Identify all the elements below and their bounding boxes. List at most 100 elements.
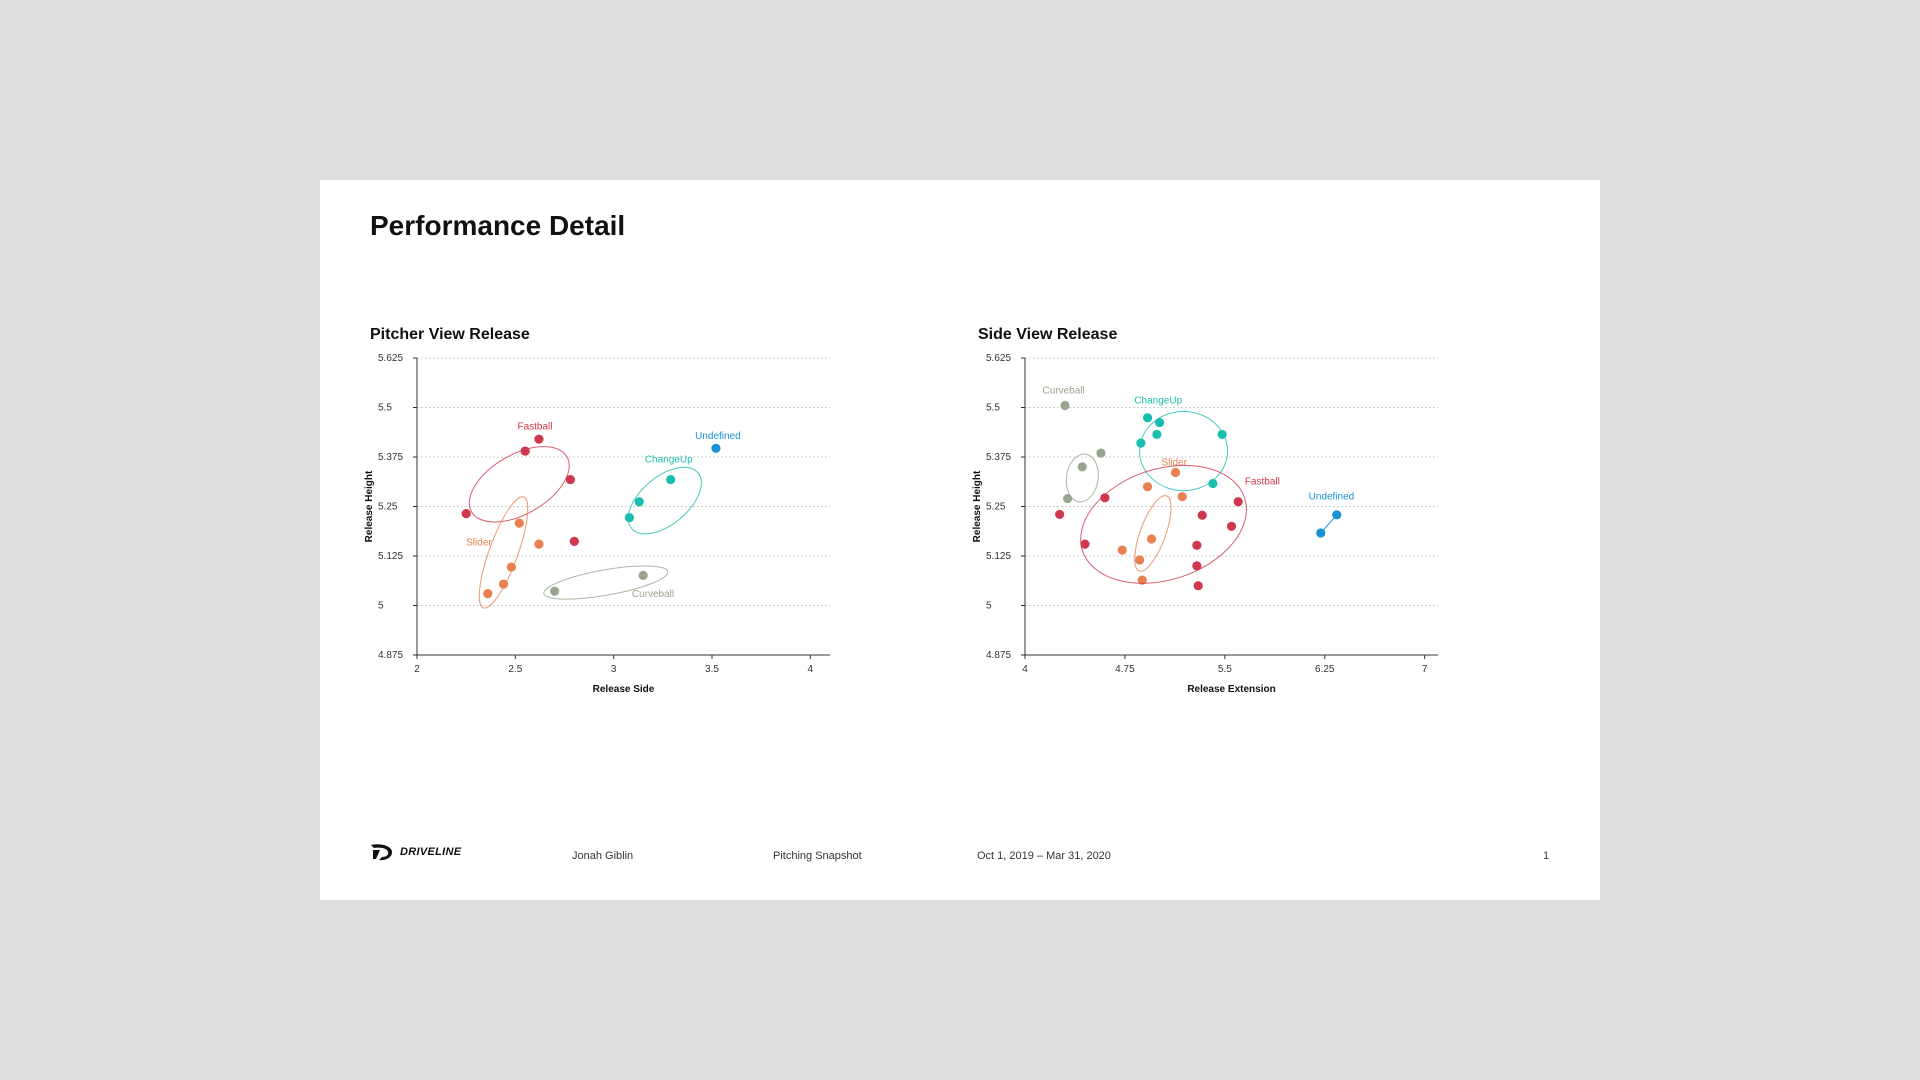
slider-point xyxy=(1146,534,1157,544)
y-tick-label: 5.625 xyxy=(986,353,1011,364)
curveball-label: Curveball xyxy=(632,589,674,600)
x-tick-label: 7 xyxy=(1422,664,1428,675)
fastball-cluster-ellipse xyxy=(1080,464,1247,584)
slider-point xyxy=(534,539,544,549)
slider-label: Slider xyxy=(466,537,492,548)
y-tick-label: 5.5 xyxy=(378,403,392,414)
slider-point xyxy=(1170,467,1181,478)
y-tick-label: 4.875 xyxy=(378,650,403,661)
slider-cluster-ellipse xyxy=(478,496,529,609)
y-tick-label: 5.125 xyxy=(378,551,403,562)
x-tick-label: 4 xyxy=(1022,664,1028,675)
changeup-cluster-ellipse xyxy=(1139,410,1229,492)
y-tick-label: 5.375 xyxy=(986,452,1011,463)
y-axis-title: Release Height xyxy=(972,470,983,542)
x-tick-label: 4 xyxy=(808,664,814,675)
x-tick-label: 3.5 xyxy=(705,664,719,675)
slider-cluster-ellipse xyxy=(1134,495,1172,572)
fastball-point xyxy=(1192,561,1202,571)
x-tick-label: 4.75 xyxy=(1115,664,1135,675)
slider-point xyxy=(1177,492,1187,502)
fastball-point xyxy=(1233,497,1243,507)
undefined-point xyxy=(711,443,721,453)
fastball-point xyxy=(569,536,579,546)
changeup-point xyxy=(1208,478,1218,489)
slider-point xyxy=(1134,555,1145,565)
fastball-point xyxy=(565,474,575,485)
changeup-point xyxy=(634,497,644,507)
changeup-point xyxy=(1142,413,1153,423)
fastball-point xyxy=(1197,510,1207,520)
y-tick-label: 5 xyxy=(378,601,384,612)
undefined-label: Undefined xyxy=(1309,491,1355,502)
pitcher-view-chart-title: Pitcher View Release xyxy=(370,326,530,343)
slider-point xyxy=(498,579,509,589)
y-tick-label: 5.125 xyxy=(986,551,1011,562)
changeup-label: ChangeUp xyxy=(1134,396,1182,407)
side-view-chart-title: Side View Release xyxy=(978,326,1118,343)
x-tick-label: 6.25 xyxy=(1315,664,1335,675)
y-tick-label: 5.5 xyxy=(986,403,1000,414)
changeup-cluster-ellipse xyxy=(627,466,702,535)
fastball-point xyxy=(1192,540,1202,550)
changeup-point xyxy=(1152,429,1162,440)
y-tick-label: 4.875 xyxy=(986,650,1011,661)
changeup-point xyxy=(1136,438,1146,448)
footer-page-number: 1 xyxy=(1543,850,1550,862)
fastball-point xyxy=(1193,581,1203,591)
curveball-point xyxy=(1060,400,1070,411)
fastball-point xyxy=(1226,521,1237,531)
y-tick-label: 5.625 xyxy=(378,353,403,364)
slider-point xyxy=(506,562,516,572)
fastball-point xyxy=(1100,493,1110,503)
slider-point xyxy=(1117,545,1127,555)
curveball-point xyxy=(1077,462,1087,472)
pitcher-view-release-chart: 4.875 5 5.125 5.25 5.375 5.5 5.625 2 2.5 3 3.5 4 Rel… xyxy=(364,353,830,695)
y-tick-label: 5.375 xyxy=(378,452,403,463)
x-tick-label: 5.5 xyxy=(1218,664,1232,675)
changeup-point xyxy=(624,512,634,523)
undefined-point xyxy=(1332,510,1342,520)
driveline-logo: DRIVELINE xyxy=(370,842,461,862)
curveball-point xyxy=(638,570,648,581)
curveball-point xyxy=(1063,493,1073,504)
undefined-label: Undefined xyxy=(695,431,741,442)
fastball-label: Fastball xyxy=(1245,477,1280,488)
x-axis-title: Release Extension xyxy=(1187,684,1275,695)
fastball-label: Fastball xyxy=(517,421,552,432)
x-tick-label: 2.5 xyxy=(508,664,522,675)
fastball-point xyxy=(520,446,530,456)
changeup-point xyxy=(1154,417,1165,428)
fastball-point xyxy=(461,509,471,519)
undefined-point xyxy=(1316,528,1326,538)
slider-point xyxy=(514,518,524,528)
footer-date-range: Oct 1, 2019 – Mar 31, 2020 xyxy=(977,850,1111,862)
x-axis-title: Release Side xyxy=(593,684,655,695)
fastball-point xyxy=(1055,509,1065,520)
side-view-release-chart: 4.875 5 5.125 5.25 5.375 5.5 5.625 4 4.75 5.5 6.25… xyxy=(972,353,1438,695)
report-slide: Performance Detail Pitcher View Release … xyxy=(320,180,1600,900)
x-tick-label: 2 xyxy=(414,664,420,675)
changeup-label: ChangeUp xyxy=(645,455,693,466)
curveball-point xyxy=(1096,448,1106,458)
x-tick-label: 3 xyxy=(611,664,617,675)
curveball-point xyxy=(550,586,560,596)
y-tick-label: 5.25 xyxy=(378,502,398,513)
driveline-logo-icon xyxy=(371,844,393,861)
y-tick-label: 5.25 xyxy=(986,502,1006,513)
slider-label: Slider xyxy=(1161,457,1187,468)
changeup-point xyxy=(666,474,676,485)
fastball-point xyxy=(1080,539,1090,549)
curveball-cluster-ellipse xyxy=(543,565,669,600)
fastball-point xyxy=(534,434,544,444)
page-title: Performance Detail xyxy=(370,210,626,241)
brand-name: DRIVELINE xyxy=(400,846,462,858)
y-tick-label: 5 xyxy=(986,601,992,612)
slider-point xyxy=(1137,575,1147,585)
changeup-point xyxy=(1217,429,1227,440)
y-axis-title: Release Height xyxy=(364,470,375,542)
slider-point xyxy=(483,589,493,599)
curveball-label: Curveball xyxy=(1043,386,1085,397)
footer-report-name: Pitching Snapshot xyxy=(773,850,862,862)
slider-point xyxy=(1142,482,1153,492)
